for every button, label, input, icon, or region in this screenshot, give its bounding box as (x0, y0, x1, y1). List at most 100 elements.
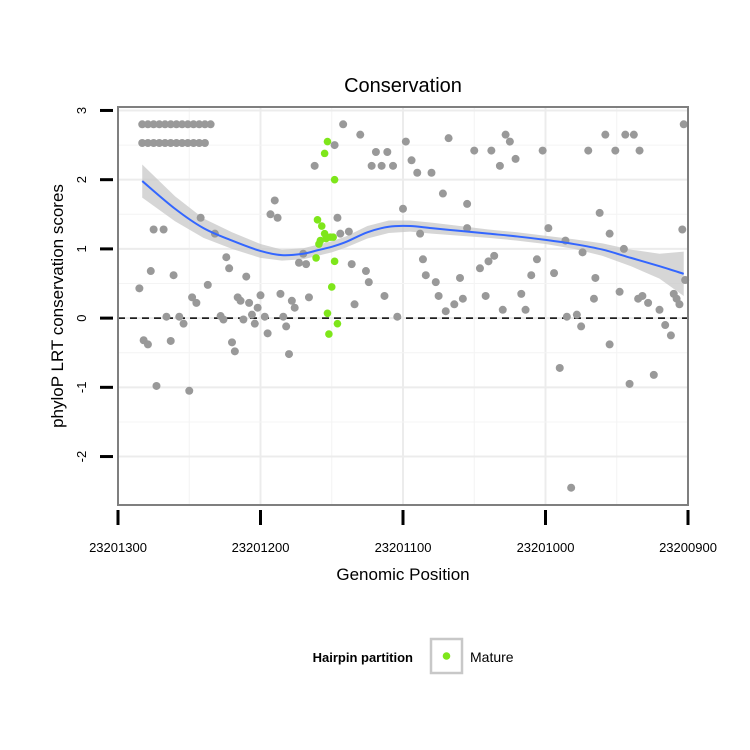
other-point-120 (538, 146, 547, 155)
other-point-85 (371, 147, 380, 156)
other-point-11 (200, 120, 209, 129)
other-point-14 (143, 138, 152, 147)
other-point-44 (219, 315, 228, 324)
other-point-130 (595, 208, 604, 217)
other-point-68 (290, 303, 299, 312)
other-point-83 (364, 278, 373, 287)
other-point-45 (222, 253, 231, 262)
plot-border (117, 106, 689, 506)
other-point-27 (143, 340, 152, 349)
other-point-58 (260, 312, 269, 321)
other-point-157 (498, 305, 507, 314)
other-point-79 (347, 260, 356, 269)
other-point-53 (245, 298, 254, 307)
other-point-95 (416, 229, 425, 238)
other-point-135 (621, 130, 630, 139)
mature-point-15 (333, 319, 342, 328)
smooth-trend-line (141, 180, 685, 275)
other-point-101 (438, 189, 447, 198)
other-point-115 (511, 154, 520, 163)
other-point-15 (149, 138, 158, 147)
mature-point-1 (320, 149, 329, 158)
other-point-63 (276, 289, 285, 298)
other-point-16 (155, 138, 164, 147)
legend-title: Hairpin partition (313, 650, 413, 665)
other-point-109 (481, 291, 490, 300)
other-point-86 (377, 161, 386, 170)
other-point-158 (484, 257, 493, 266)
y-tick-label-4: 2 (74, 176, 89, 183)
x-tick-label-1: 23201200 (232, 540, 290, 555)
y-axis: -2 -1 0 1 2 3 (74, 107, 113, 462)
other-point-22 (189, 138, 198, 147)
chart-title: Conservation (344, 75, 462, 97)
confidence-band (142, 164, 684, 296)
other-point-65 (282, 322, 291, 331)
other-point-12 (206, 120, 215, 129)
mature-point-13 (327, 283, 336, 291)
other-point-62 (273, 213, 282, 222)
other-point-61 (270, 196, 279, 205)
mature-points (312, 137, 342, 338)
other-point-103 (450, 300, 459, 309)
other-point-96 (418, 255, 427, 264)
other-point-37 (185, 386, 194, 395)
other-point-67 (287, 296, 296, 305)
legend-key-mature (442, 652, 451, 660)
mature-point-12 (330, 257, 339, 266)
other-point-54 (247, 310, 256, 319)
other-point-99 (431, 278, 440, 287)
other-point-136 (625, 379, 634, 388)
other-point-59 (263, 329, 272, 338)
mature-point-0 (323, 137, 332, 146)
mature-point-4 (317, 222, 326, 230)
other-point-93 (407, 156, 416, 165)
other-point-111 (490, 251, 499, 260)
other-point-84 (367, 161, 376, 170)
other-point-9 (189, 120, 198, 129)
other-point-128 (584, 146, 593, 155)
other-point-159 (463, 224, 472, 233)
other-point-113 (501, 130, 510, 139)
other-point-144 (666, 331, 675, 340)
other-point-51 (239, 315, 248, 324)
other-point-87 (380, 291, 389, 300)
other-point-30 (152, 381, 161, 390)
other-point-19 (172, 138, 181, 147)
y-tick-label-1: -1 (74, 382, 89, 394)
other-point-138 (635, 146, 644, 155)
other-points (135, 120, 690, 492)
other-point-92 (401, 137, 410, 146)
other-point-137 (629, 130, 638, 139)
other-point-140 (644, 298, 653, 307)
other-point-4 (161, 120, 170, 129)
other-point-107 (470, 146, 479, 155)
other-point-129 (589, 294, 598, 303)
y-tick-label-3: 1 (74, 245, 89, 252)
other-point-35 (175, 312, 184, 321)
other-point-52 (242, 272, 251, 281)
other-point-40 (196, 213, 205, 222)
other-point-143 (661, 321, 670, 330)
other-point-60 (266, 210, 275, 219)
mature-point-16 (325, 330, 333, 338)
other-point-64 (279, 312, 288, 321)
other-point-24 (200, 138, 209, 147)
other-point-5 (166, 120, 175, 129)
other-point-90 (393, 312, 402, 321)
other-point-118 (527, 271, 536, 280)
other-point-132 (605, 229, 614, 238)
other-point-6 (172, 120, 181, 129)
other-point-2 (149, 120, 158, 129)
other-point-10 (195, 120, 204, 129)
other-point-25 (135, 284, 144, 293)
other-point-131 (601, 130, 610, 139)
mature-point-10 (315, 240, 323, 248)
other-point-152 (577, 322, 586, 331)
other-point-105 (458, 294, 467, 303)
other-point-47 (228, 338, 236, 347)
other-point-126 (572, 310, 581, 319)
other-point-80 (350, 300, 359, 309)
other-point-98 (427, 168, 436, 177)
